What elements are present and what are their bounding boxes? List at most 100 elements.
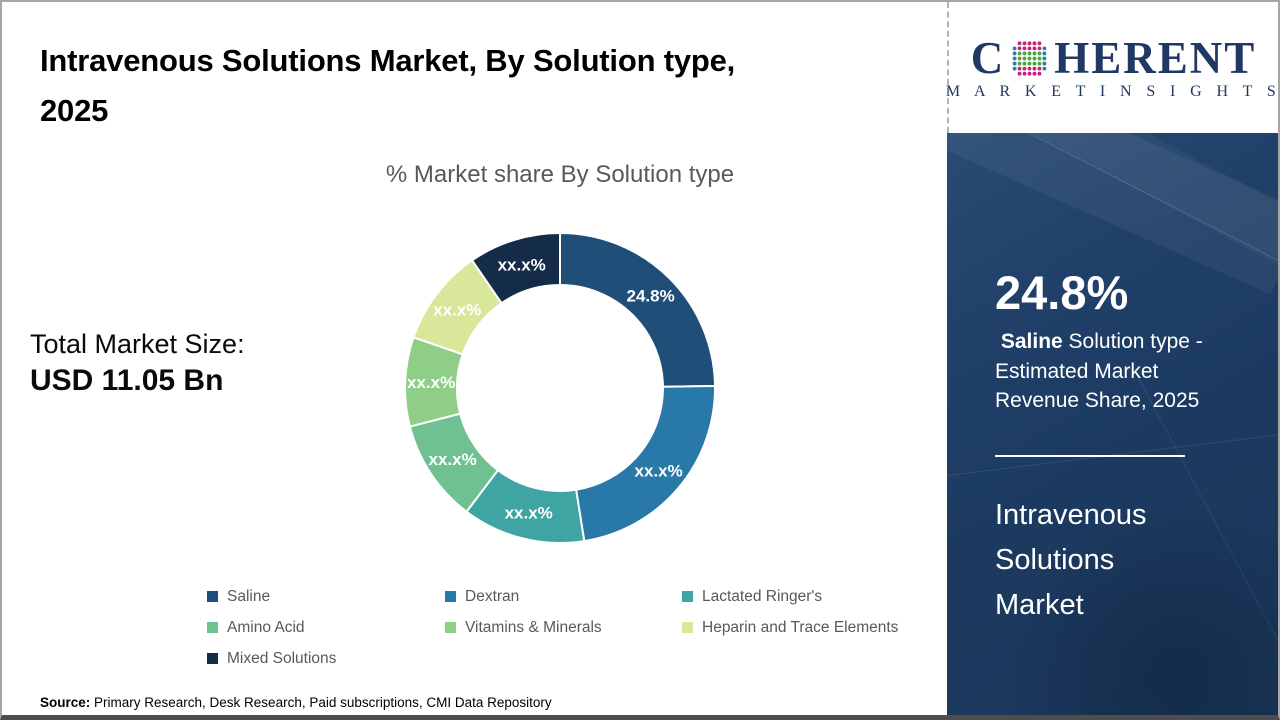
globe-dot: [1032, 45, 1037, 50]
total-market-size-label: Total Market Size:: [30, 329, 245, 359]
legend-swatch: [207, 622, 218, 633]
globe-dot: [1017, 66, 1022, 71]
globe-dot: [1027, 45, 1032, 50]
globe-dot: [1017, 71, 1022, 76]
legend-item-vitamins-minerals: Vitamins & Minerals: [445, 617, 682, 638]
page-title-line1: Intravenous Solutions Market, By Solutio…: [40, 43, 736, 78]
globe-dot: [1012, 66, 1017, 71]
globe-dot: [1027, 51, 1032, 55]
globe-dot: [1017, 51, 1022, 55]
globe-dot: [1012, 61, 1017, 65]
globe-dot: [1037, 45, 1042, 50]
coherent-logo-subtitle: M A R K E T I N S I G H T S: [945, 83, 1280, 100]
donut-chart: 24.8% xx.x% xx.x% xx.x% xx.x% xx.x% xx.x%: [395, 223, 725, 553]
globe-dot: [1022, 56, 1027, 60]
coherent-logo: C HERENT M A R K E T I N S I G H T S: [945, 2, 1280, 133]
legend-swatch: [682, 591, 693, 602]
legend-swatch: [445, 622, 456, 633]
globe-dot: [1032, 61, 1037, 65]
share-description-bold: Saline: [1000, 330, 1063, 353]
slice-label-dextran: xx.x%: [634, 462, 682, 481]
coherent-logo-word: C HERENT: [971, 34, 1257, 82]
globe-dot: [1032, 51, 1037, 55]
legend-label: Saline: [227, 587, 271, 605]
market-name-line1: Intravenous: [995, 499, 1147, 531]
sidebar-texture-line: [947, 418, 1278, 489]
legend-label: Dextran: [465, 587, 520, 605]
page-title: Intravenous Solutions Market, By Solutio…: [40, 36, 735, 136]
globe-dot: [1022, 66, 1027, 71]
globe-dot: [1017, 56, 1022, 60]
legend: Saline Dextran Lactated Ringer's Amino Acid…: [207, 586, 972, 669]
slice-label-lactated-ringer-s: xx.x%: [505, 504, 553, 523]
legend-item-mixed-solutions: Mixed Solutions: [207, 648, 445, 669]
legend-item-dextran: Dextran: [445, 586, 682, 607]
legend-item-saline: Saline: [207, 586, 445, 607]
donut-slice-saline: [559, 232, 716, 388]
sidebar-panel: 24.8% Saline Solution type - Estimated M…: [947, 133, 1278, 715]
coherent-globe-icon: [1012, 40, 1047, 76]
legend-label: Lactated Ringer's: [702, 587, 823, 605]
globe-dot: [1022, 40, 1027, 45]
slice-label-vitamins-minerals: xx.x%: [407, 373, 455, 392]
donut-slice-mixed-solutions: [471, 232, 561, 305]
globe-dot: [1037, 61, 1042, 65]
globe-dot: [1022, 45, 1027, 50]
globe-dot: [1042, 56, 1047, 60]
globe-dot: [1027, 61, 1032, 65]
legend-swatch: [682, 622, 693, 633]
share-description: Saline Solution type - Estimated Market …: [995, 327, 1240, 416]
globe-dot: [1042, 61, 1047, 65]
source-text: Primary Research, Desk Research, Paid su…: [90, 695, 552, 710]
total-market-size: Total Market Size: USD 11.05 Bn: [30, 326, 245, 400]
slice-label-amino-acid: xx.x%: [428, 450, 476, 469]
sidebar-market-name: Intravenous Solutions Market: [995, 493, 1147, 628]
globe-dot: [1027, 71, 1032, 76]
share-callout: 24.8% Saline Solution type - Estimated M…: [995, 266, 1240, 416]
globe-dot: [1017, 45, 1022, 50]
legend-swatch: [207, 653, 218, 664]
globe-dot: [1032, 66, 1037, 71]
globe-dot: [1012, 45, 1017, 50]
globe-dot: [1022, 51, 1027, 55]
globe-dot: [1022, 71, 1027, 76]
logo-letters-herent: HERENT: [1054, 33, 1257, 83]
globe-dot: [1042, 51, 1047, 55]
legend-label: Vitamins & Minerals: [465, 618, 602, 636]
globe-dot: [1027, 66, 1032, 71]
market-name-line3: Market: [995, 589, 1084, 621]
globe-dot: [1032, 56, 1037, 60]
share-value: 24.8%: [995, 266, 1129, 319]
globe-dot: [1042, 45, 1047, 50]
globe-dot: [1037, 51, 1042, 55]
globe-dot: [1037, 71, 1042, 76]
globe-dot: [1017, 61, 1022, 65]
donut-chart-svg: 24.8% xx.x% xx.x% xx.x% xx.x% xx.x% xx.x%: [404, 232, 716, 544]
sidebar-divider: [995, 455, 1185, 457]
legend-item-lactated-ringer-s: Lactated Ringer's: [682, 586, 972, 607]
globe-dot: [1037, 40, 1042, 45]
page-title-line2: 2025: [40, 93, 109, 128]
globe-dot: [1032, 71, 1037, 76]
source-line: Source: Primary Research, Desk Research,…: [40, 695, 552, 710]
globe-dot: [1042, 66, 1047, 71]
legend-item-amino-acid: Amino Acid: [207, 617, 445, 638]
slice-label-mixed-solutions: xx.x%: [498, 255, 546, 274]
legend-item-heparin-and-trace-elements: Heparin and Trace Elements: [682, 617, 972, 638]
globe-dot: [1027, 40, 1032, 45]
globe-dot: [1037, 56, 1042, 60]
globe-dot: [1012, 51, 1017, 55]
chart-title: % Market share By Solution type: [385, 161, 735, 188]
legend-label: Heparin and Trace Elements: [702, 618, 899, 636]
legend-swatch: [207, 591, 218, 602]
market-name-line2: Solutions: [995, 544, 1115, 576]
logo-letter-c: C: [970, 33, 1006, 83]
total-market-size-value: USD 11.05 Bn: [30, 364, 224, 397]
slice-label-heparin-and-trace-elements: xx.x%: [433, 300, 481, 319]
slice-label-saline: 24.8%: [626, 287, 674, 306]
globe-dot: [1037, 66, 1042, 71]
share-description-rest: Solution type - Estimated Market Revenue…: [995, 330, 1203, 412]
globe-dot: [1032, 40, 1037, 45]
source-label: Source:: [40, 695, 91, 710]
